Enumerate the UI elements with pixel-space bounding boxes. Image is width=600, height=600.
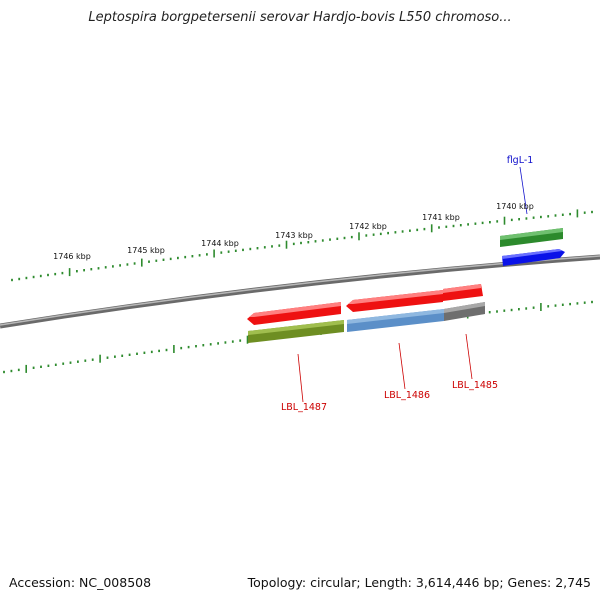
tick-label-1741: 1741 kbp: [422, 213, 460, 222]
feature-green[interactable]: [500, 228, 563, 247]
gene-label-LBL_1485[interactable]: LBL_1485: [452, 380, 498, 391]
feature-gray[interactable]: [444, 302, 485, 321]
tick-label-1744: 1744 kbp: [201, 239, 239, 248]
tick-label-1743: 1743 kbp: [275, 231, 313, 240]
feature-red-2[interactable]: [346, 290, 443, 312]
feature-steel[interactable]: [347, 309, 444, 332]
gene-label-LBL_1486[interactable]: LBL_1486: [384, 390, 430, 401]
tick-label-1740: 1740 kbp: [496, 202, 534, 211]
map-title: Leptospira borgpetersenii serovar Hardjo…: [88, 10, 512, 25]
genome-info: Topology: circular; Length: 3,614,446 bp…: [247, 575, 591, 590]
outer-tick-ring: [11, 209, 593, 282]
feature-red-3[interactable]: [443, 284, 483, 301]
gene-label-LBL_1487[interactable]: LBL_1487: [281, 402, 327, 413]
feature-red-1[interactable]: [247, 302, 341, 325]
accession-label: Accession: NC_008508: [9, 575, 152, 590]
tick-label-1745: 1745 kbp: [127, 246, 165, 255]
feature-olive[interactable]: [248, 320, 344, 343]
tick-label-1742: 1742 kbp: [349, 222, 387, 231]
tick-label-1746: 1746 kbp: [53, 252, 91, 261]
feature-blue[interactable]: [502, 249, 565, 266]
gene-label-flgL-1[interactable]: flgL-1: [507, 155, 534, 166]
